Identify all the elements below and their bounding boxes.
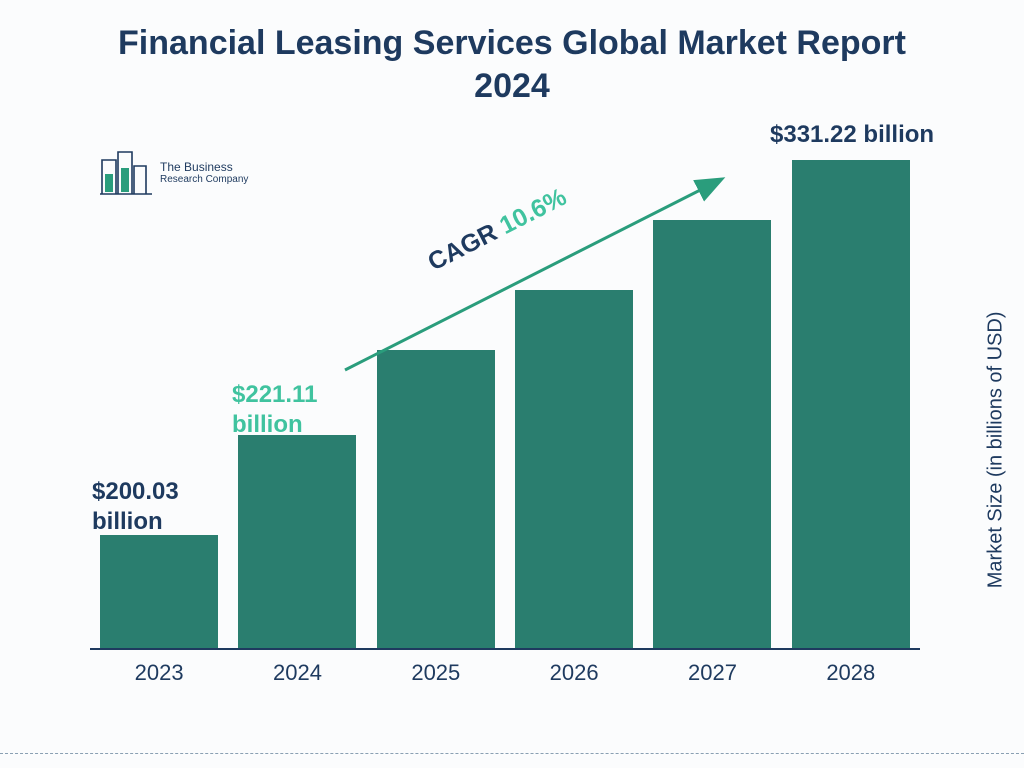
bar-2025: 2025 (377, 350, 495, 650)
chart-title: Financial Leasing Services Global Market… (0, 22, 1024, 107)
xlabel-2025: 2025 (377, 660, 495, 686)
y-axis-label: Market Size (in billions of USD) (985, 312, 1008, 589)
bar-rect (792, 160, 910, 650)
callout-2024-value: $221.11billion (232, 380, 317, 440)
bar-2028: 2028 (792, 160, 910, 650)
bar-rect (653, 220, 771, 650)
bar-rect (238, 435, 356, 650)
bar-2024: 2024 (238, 435, 356, 650)
xlabel-2027: 2027 (653, 660, 771, 686)
bar-2027: 2027 (653, 220, 771, 650)
bar-2023: 2023 (100, 535, 218, 650)
bar-rect (377, 350, 495, 650)
x-axis-line (90, 648, 920, 650)
bar-2026: 2026 (515, 290, 633, 650)
bar-rect (100, 535, 218, 650)
callout-2023-value: $200.03billion (92, 477, 179, 537)
xlabel-2028: 2028 (792, 660, 910, 686)
bar-container: 2023 2024 2025 2026 2027 2028 (90, 130, 920, 650)
xlabel-2026: 2026 (515, 660, 633, 686)
bar-rect (515, 290, 633, 650)
xlabel-2024: 2024 (238, 660, 356, 686)
callout-2028-value: $331.22 billion (770, 120, 934, 150)
xlabel-2023: 2023 (100, 660, 218, 686)
footer-divider (0, 753, 1024, 754)
